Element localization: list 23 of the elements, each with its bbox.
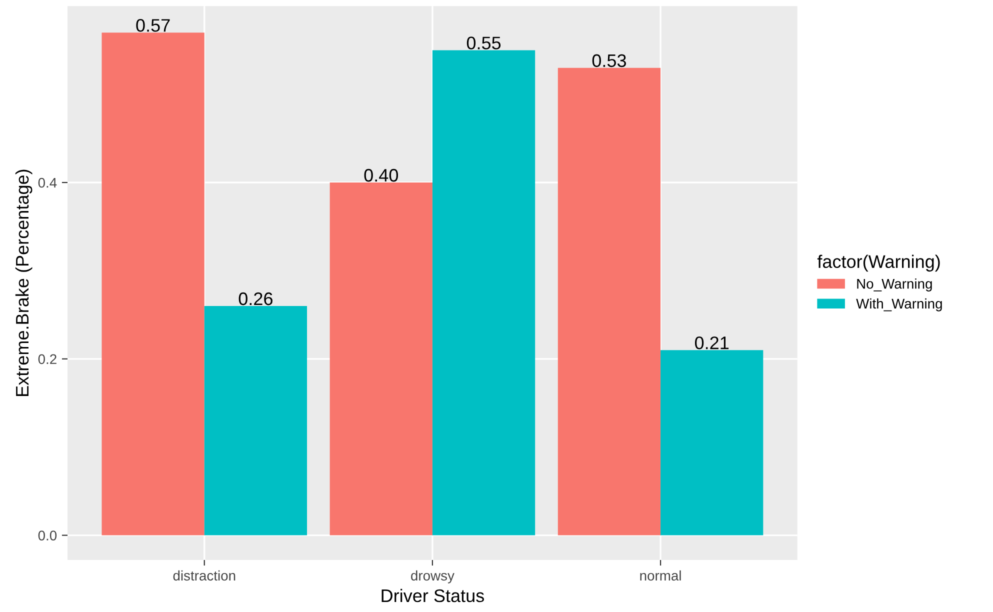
legend-title: factor(Warning) (817, 254, 940, 272)
x-tick-label: distraction (173, 570, 236, 581)
data-label: 0.40 (364, 168, 398, 182)
bar (558, 68, 661, 536)
bar (204, 306, 308, 536)
x-axis-title: Driver Status (382, 588, 484, 602)
data-label: 0.57 (136, 19, 170, 32)
data-label: 0.53 (592, 54, 626, 68)
x-tick-label: normal (640, 570, 681, 581)
bar (102, 32, 204, 536)
legend-label: No_Warning (857, 278, 932, 292)
y-tick-label: 0.2 (38, 354, 56, 364)
bar (660, 350, 764, 536)
y-axis-title: Extreme.Brake (Percentage) (15, 170, 32, 396)
data-label: 0.55 (466, 36, 501, 50)
y-tick-label: 0.0 (38, 530, 57, 540)
legend-label: With_Warning (856, 298, 942, 312)
data-label: 0.26 (238, 292, 272, 306)
y-tick-label: 0.4 (38, 178, 57, 188)
data-label: 0.21 (694, 336, 729, 350)
bar (432, 50, 536, 536)
x-tick-label: drowsy (411, 570, 454, 584)
bar (330, 182, 432, 536)
